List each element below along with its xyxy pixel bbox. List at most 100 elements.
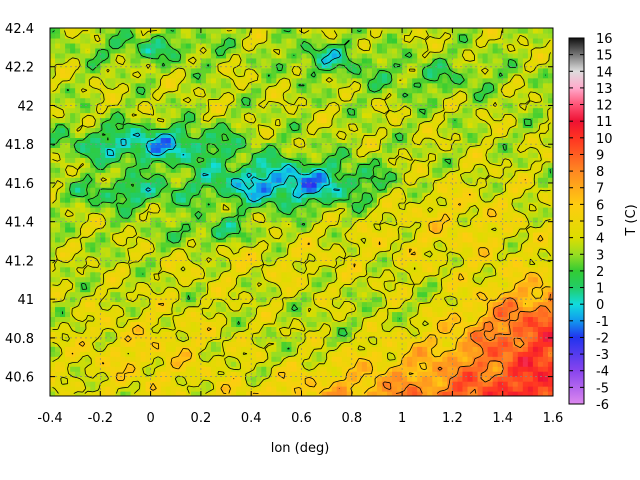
heatmap-cell: [422, 231, 428, 238]
heatmap-cell: [190, 251, 197, 258]
heatmap-cell: [301, 291, 308, 298]
heatmap-cell: [170, 286, 177, 293]
heatmap-cell: [241, 266, 247, 273]
heatmap-cell: [286, 256, 293, 263]
heatmap-cell: [296, 251, 303, 258]
heatmap-cell: [185, 231, 192, 238]
heatmap-cell: [125, 231, 132, 238]
heatmap-cell: [417, 197, 423, 203]
heatmap-cell: [110, 391, 116, 396]
heatmap-cell: [246, 172, 252, 178]
heatmap-cell: [155, 152, 162, 158]
heatmap-cell: [527, 361, 534, 367]
heatmap-cell: [331, 212, 338, 218]
heatmap-cell: [442, 271, 448, 278]
heatmap-cell: [492, 391, 499, 396]
heatmap-cell: [140, 271, 147, 278]
heatmap-cell: [437, 276, 443, 283]
heatmap-cell: [145, 231, 152, 238]
heatmap-cell: [195, 341, 202, 347]
heatmap-cell: [427, 177, 433, 183]
heatmap-cell: [291, 336, 298, 342]
heatmap-cell: [170, 356, 177, 362]
heatmap-cell: [110, 207, 116, 213]
heatmap-cell: [95, 286, 101, 293]
heatmap-cell: [125, 177, 132, 183]
heatmap-cell: [366, 286, 373, 293]
heatmap-cell: [522, 266, 529, 273]
heatmap-cell: [185, 266, 192, 273]
heatmap-cell: [397, 251, 403, 258]
heatmap-cell: [392, 366, 398, 372]
heatmap-cell: [85, 261, 91, 268]
heatmap-cell: [366, 231, 373, 238]
heatmap-cell: [271, 197, 277, 203]
heatmap-cell: [210, 366, 217, 372]
heatmap-cell: [437, 291, 443, 298]
heatmap-cell: [291, 391, 298, 396]
heatmap-cell: [462, 192, 469, 198]
heatmap-cell: [105, 202, 111, 208]
heatmap-cell: [457, 177, 464, 183]
heatmap-cell: [55, 241, 61, 248]
heatmap-cell: [175, 226, 182, 233]
heatmap-cell: [336, 226, 343, 233]
heatmap-cell: [95, 172, 101, 178]
heatmap-cell: [487, 266, 494, 273]
heatmap-cell: [497, 202, 504, 208]
heatmap-cell: [301, 192, 308, 198]
heatmap-cell: [271, 331, 277, 337]
heatmap-cell: [200, 386, 207, 392]
heatmap-cell: [175, 236, 182, 243]
heatmap-cell: [85, 231, 91, 238]
heatmap-cell: [246, 331, 252, 337]
heatmap-cell: [532, 271, 539, 278]
heatmap-cell: [221, 291, 227, 298]
heatmap-cell: [190, 202, 197, 208]
heatmap-cell: [447, 341, 453, 347]
heatmap-cell: [170, 147, 177, 153]
heatmap-cell: [85, 177, 91, 183]
heatmap-cell: [422, 241, 428, 248]
heatmap-cell: [210, 291, 217, 298]
heatmap-cell: [125, 371, 132, 377]
heatmap-cell: [155, 246, 162, 253]
heatmap-cell: [437, 306, 443, 313]
heatmap-cell: [296, 162, 303, 168]
heatmap-cell: [140, 202, 147, 208]
heatmap-cell: [301, 251, 308, 258]
heatmap-cell: [371, 246, 378, 253]
heatmap-cell: [351, 376, 358, 382]
heatmap-cell: [542, 351, 549, 357]
heatmap-cell: [392, 167, 398, 173]
heatmap-cell: [341, 266, 348, 273]
heatmap-cell: [215, 182, 222, 188]
heatmap-cell: [60, 167, 66, 173]
heatmap-cell: [256, 281, 262, 288]
heatmap-cell: [226, 182, 232, 188]
heatmap-cell: [130, 216, 137, 223]
heatmap-cell: [100, 202, 106, 208]
heatmap-cell: [205, 241, 212, 248]
heatmap-cell: [326, 316, 333, 322]
heatmap-cell: [296, 207, 303, 213]
heatmap-cell: [90, 152, 96, 158]
heatmap-cell: [100, 301, 106, 308]
heatmap-cell: [180, 391, 187, 396]
heatmap-cell: [155, 231, 162, 238]
heatmap-cell: [281, 341, 288, 347]
heatmap-cell: [361, 361, 368, 367]
heatmap-cell: [381, 177, 388, 183]
heatmap-cell: [502, 366, 509, 372]
heatmap-cell: [75, 381, 81, 387]
heatmap-cell: [432, 356, 438, 362]
heatmap-cell: [296, 346, 303, 352]
heatmap-cell: [145, 177, 152, 183]
heatmap-cell: [130, 386, 137, 392]
heatmap-cell: [392, 177, 398, 183]
heatmap-cell: [542, 381, 549, 387]
heatmap-cell: [432, 246, 438, 253]
heatmap-cell: [221, 236, 227, 243]
heatmap-cell: [281, 147, 288, 153]
heatmap-cell: [75, 336, 81, 342]
